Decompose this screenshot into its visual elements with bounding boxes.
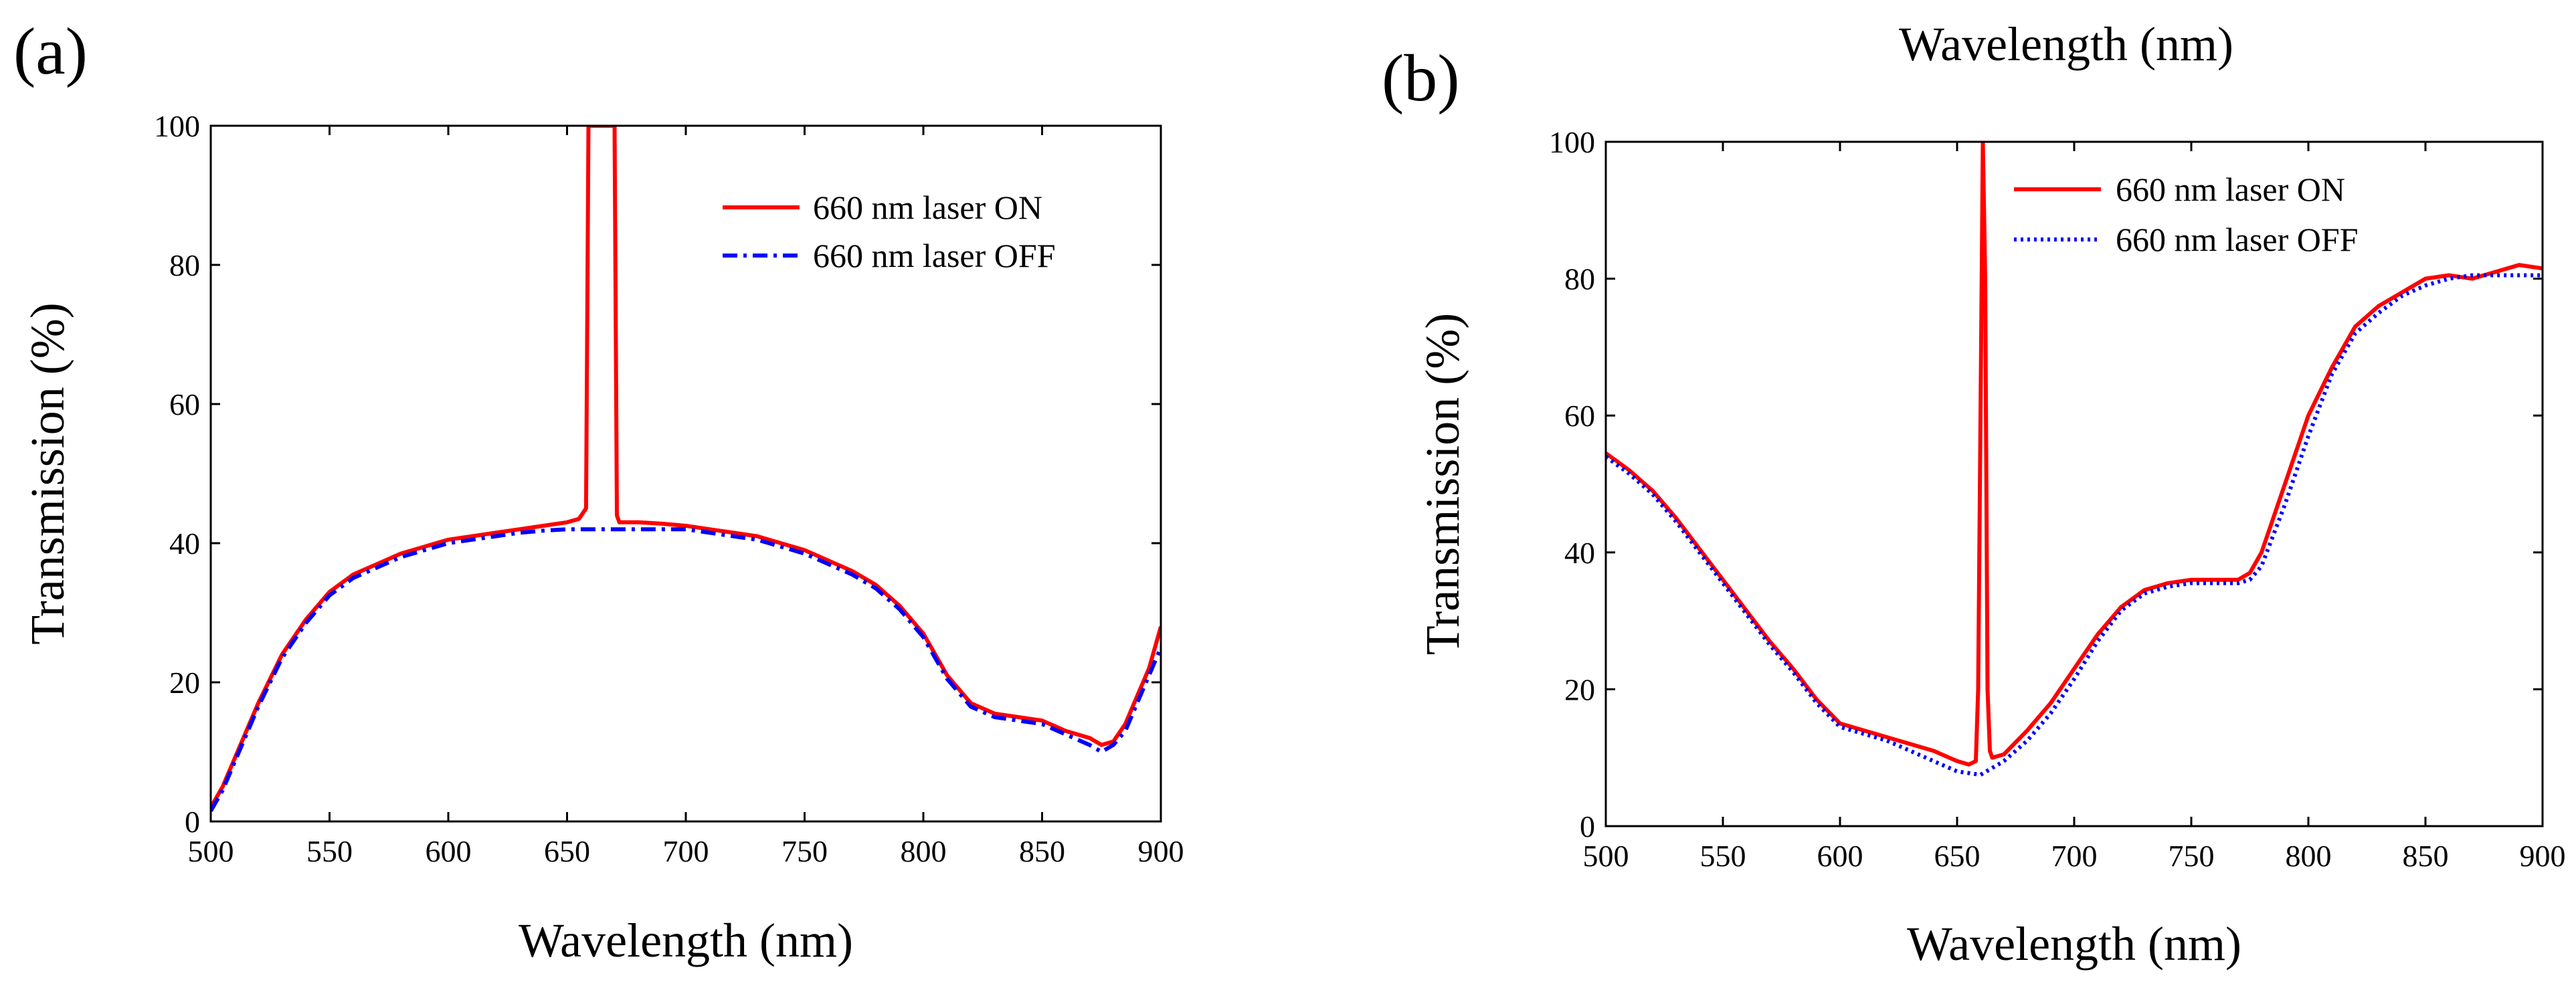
y-axis-title: Transmission (%)	[1416, 313, 1469, 655]
x-tick-label: 650	[1934, 839, 1981, 873]
y-tick-label: 80	[1564, 262, 1595, 296]
y-tick-label: 60	[169, 387, 200, 421]
x-tick-label: 750	[781, 834, 828, 868]
series-line-laser-off	[1606, 273, 2543, 777]
x-tick-label: 500	[1583, 839, 1629, 873]
x-tick-label: 550	[306, 834, 353, 868]
legend-label: 660 nm laser OFF	[2116, 221, 2359, 258]
x-tick-label: 750	[2169, 839, 2215, 873]
x-tick-label: 650	[544, 834, 590, 868]
legend-label: 660 nm laser OFF	[813, 237, 1056, 274]
x-axis-title: Wavelength (nm)	[1907, 917, 2241, 971]
y-tick-label: 0	[185, 805, 200, 839]
y-tick-label: 40	[169, 526, 200, 561]
y-tick-label: 100	[1549, 125, 1595, 159]
x-tick-label: 600	[426, 834, 472, 868]
x-tick-label: 800	[2286, 839, 2332, 873]
x-tick-label: 900	[2520, 839, 2566, 873]
x-tick-label: 850	[1019, 834, 1065, 868]
x-axis-title: Wavelength (nm)	[519, 914, 853, 967]
x-tick-label: 700	[663, 834, 709, 868]
y-tick-label: 60	[1564, 399, 1595, 433]
y-tick-label: 80	[169, 248, 200, 282]
series-line-laser-on	[1606, 142, 2543, 767]
y-tick-label: 100	[154, 109, 200, 143]
y-tick-label: 0	[1580, 809, 1595, 844]
top-caption: Wavelength (nm)	[1899, 17, 2233, 71]
legend-label: 660 nm laser ON	[2116, 171, 2345, 208]
panel-label: (b)	[1382, 41, 1460, 115]
x-tick-label: 900	[1138, 834, 1184, 868]
panel-label: (a)	[13, 14, 88, 88]
series-line-laser-on	[211, 126, 1161, 809]
plot-frame	[1604, 140, 2544, 827]
legend-label: 660 nm laser ON	[813, 189, 1042, 226]
y-axis-title: Transmission (%)	[21, 302, 74, 644]
y-tick-label: 20	[1564, 672, 1595, 706]
y-tick-label: 20	[169, 666, 200, 700]
x-tick-label: 550	[1700, 839, 1746, 873]
x-tick-label: 500	[188, 834, 234, 868]
x-tick-label: 700	[2051, 839, 2098, 873]
x-tick-label: 600	[1817, 839, 1863, 873]
x-tick-label: 800	[901, 834, 947, 868]
y-tick-label: 40	[1564, 536, 1595, 570]
series-line-laser-off	[211, 527, 1161, 812]
x-tick-label: 850	[2403, 839, 2449, 873]
panel-b: 500 550 600 650 700 750 800 850 900 0 20 40 60 80 100 W…	[1382, 41, 2566, 971]
panel-a: 500 550 600 650 700 750 800 850 900 0 20 40 60 80 100 W…	[13, 14, 1184, 967]
